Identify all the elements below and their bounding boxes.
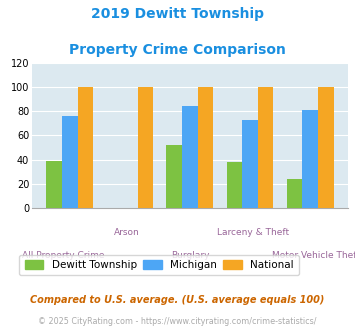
- Bar: [287, 179, 302, 208]
- Bar: [138, 87, 153, 208]
- Bar: [166, 145, 182, 208]
- Bar: [318, 87, 334, 208]
- Text: Burglary: Burglary: [171, 251, 209, 260]
- Bar: [302, 110, 318, 208]
- Bar: [182, 106, 198, 208]
- Text: All Property Crime: All Property Crime: [22, 251, 105, 260]
- Text: 2019 Dewitt Township: 2019 Dewitt Township: [91, 7, 264, 20]
- Bar: [242, 119, 258, 208]
- Text: Motor Vehicle Theft: Motor Vehicle Theft: [272, 251, 355, 260]
- Text: Compared to U.S. average. (U.S. average equals 100): Compared to U.S. average. (U.S. average …: [30, 295, 325, 305]
- Text: © 2025 CityRating.com - https://www.cityrating.com/crime-statistics/: © 2025 CityRating.com - https://www.city…: [38, 317, 317, 326]
- Bar: [258, 87, 273, 208]
- Text: Property Crime Comparison: Property Crime Comparison: [69, 43, 286, 57]
- Text: Larceny & Theft: Larceny & Theft: [217, 228, 289, 237]
- Bar: [77, 87, 93, 208]
- Text: Arson: Arson: [114, 228, 140, 237]
- Bar: [198, 87, 213, 208]
- Bar: [46, 161, 62, 208]
- Legend: Dewitt Township, Michigan, National: Dewitt Township, Michigan, National: [20, 255, 299, 275]
- Bar: [226, 162, 242, 208]
- Bar: [62, 116, 77, 208]
